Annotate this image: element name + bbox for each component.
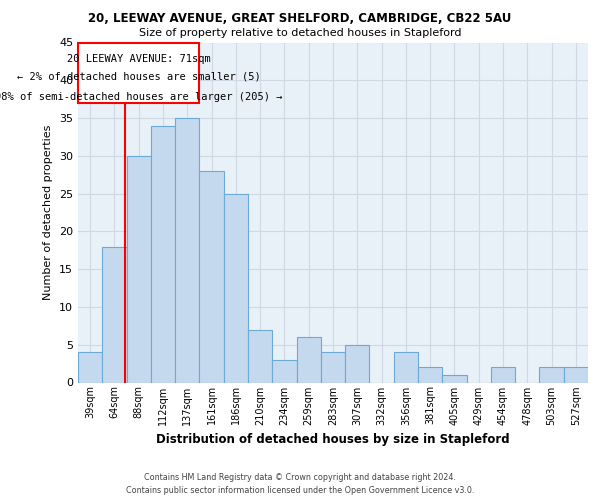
Bar [102,246,127,382]
Bar [248,330,272,382]
Bar [345,344,370,383]
Bar [78,352,102,382]
Bar [442,375,467,382]
Bar [491,368,515,382]
Bar [394,352,418,382]
Text: ← 2% of detached houses are smaller (5): ← 2% of detached houses are smaller (5) [17,71,260,81]
Bar [296,337,321,382]
Bar [127,156,151,382]
Text: Contains HM Land Registry data © Crown copyright and database right 2024.
Contai: Contains HM Land Registry data © Crown c… [126,474,474,495]
Bar [321,352,345,382]
Bar [539,368,564,382]
Y-axis label: Number of detached properties: Number of detached properties [43,125,53,300]
X-axis label: Distribution of detached houses by size in Stapleford: Distribution of detached houses by size … [156,433,510,446]
Bar [418,368,442,382]
Text: 20 LEEWAY AVENUE: 71sqm: 20 LEEWAY AVENUE: 71sqm [67,54,211,64]
Bar [564,368,588,382]
Bar [175,118,199,382]
Text: 20, LEEWAY AVENUE, GREAT SHELFORD, CAMBRIDGE, CB22 5AU: 20, LEEWAY AVENUE, GREAT SHELFORD, CAMBR… [88,12,512,26]
Bar [224,194,248,382]
Bar [199,171,224,382]
Text: Size of property relative to detached houses in Stapleford: Size of property relative to detached ho… [139,28,461,38]
Bar [151,126,175,382]
Text: 98% of semi-detached houses are larger (205) →: 98% of semi-detached houses are larger (… [0,92,283,102]
Bar [272,360,296,382]
Bar [78,42,199,103]
